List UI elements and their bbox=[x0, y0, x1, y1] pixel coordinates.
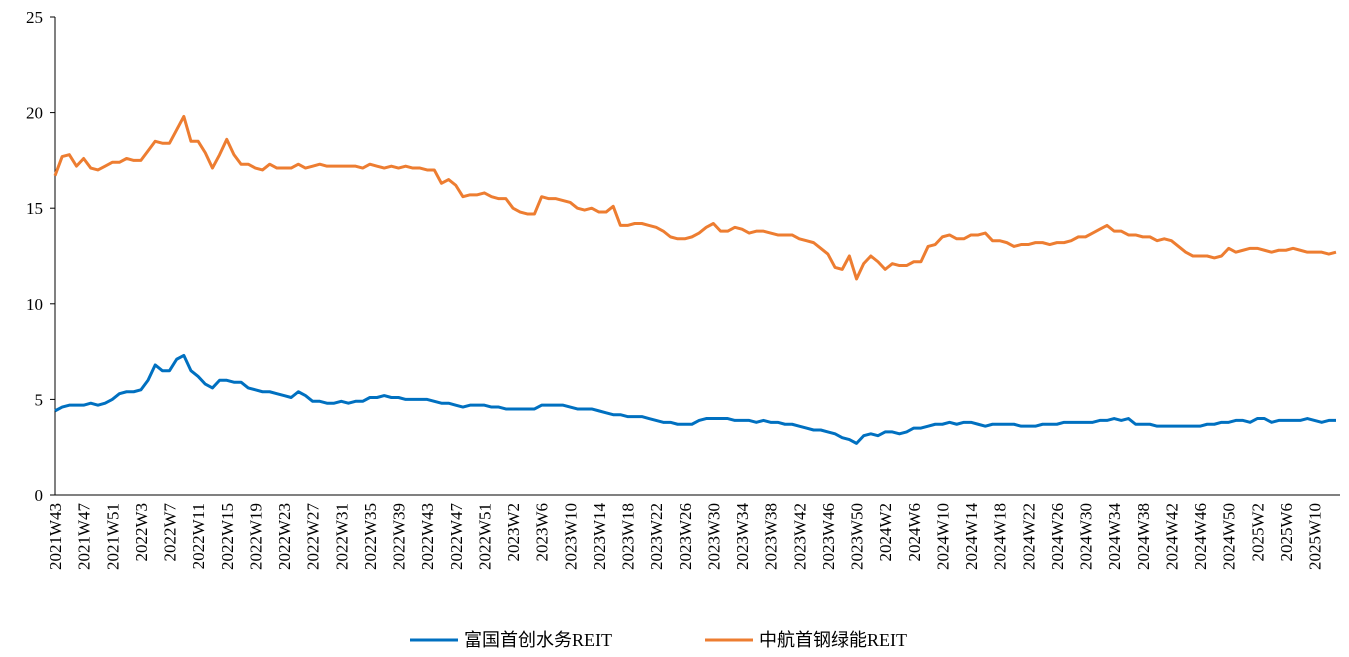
x-tick-label: 2024W46 bbox=[1191, 503, 1210, 570]
x-tick-label: 2024W42 bbox=[1162, 503, 1181, 570]
x-tick-label: 2022W15 bbox=[218, 503, 237, 570]
x-tick-label: 2023W34 bbox=[733, 503, 752, 571]
x-tick-label: 2024W34 bbox=[1105, 503, 1124, 571]
x-tick-label: 2025W10 bbox=[1306, 503, 1325, 570]
x-tick-label: 2024W22 bbox=[1019, 503, 1038, 570]
x-tick-label: 2023W38 bbox=[762, 503, 781, 570]
x-tick-label: 2025W2 bbox=[1248, 503, 1267, 562]
series-line bbox=[54, 353, 1336, 445]
y-tick-label: 20 bbox=[26, 104, 43, 123]
x-tick-label: 2024W18 bbox=[991, 503, 1010, 570]
x-tick-label: 2023W30 bbox=[704, 503, 723, 570]
x-tick-label: 2023W2 bbox=[504, 503, 523, 562]
x-tick-label: 2024W26 bbox=[1048, 503, 1067, 570]
x-tick-label: 2022W43 bbox=[418, 503, 437, 570]
x-tick-label: 2022W27 bbox=[304, 503, 323, 571]
y-tick-label: 15 bbox=[26, 199, 43, 218]
x-tick-label: 2023W18 bbox=[619, 503, 638, 570]
y-tick-label: 10 bbox=[26, 295, 43, 314]
series-line bbox=[53, 114, 1337, 281]
x-tick-label: 2024W50 bbox=[1220, 503, 1239, 570]
legend-label: 富国首创水务REIT bbox=[464, 630, 612, 650]
x-tick-label: 2023W6 bbox=[533, 503, 552, 562]
x-tick-label: 2021W47 bbox=[75, 503, 94, 571]
x-tick-label: 2022W39 bbox=[390, 503, 409, 570]
x-tick-label: 2022W23 bbox=[275, 503, 294, 570]
y-tick-label: 0 bbox=[35, 486, 44, 505]
legend-label: 中航首钢绿能REIT bbox=[759, 630, 907, 650]
x-tick-label: 2021W51 bbox=[103, 503, 122, 570]
y-tick-label: 25 bbox=[26, 8, 43, 27]
x-tick-label: 2024W30 bbox=[1077, 503, 1096, 570]
x-tick-label: 2022W47 bbox=[447, 503, 466, 571]
x-tick-label: 2024W10 bbox=[933, 503, 952, 570]
x-tick-label: 2024W2 bbox=[876, 503, 895, 562]
y-tick-label: 5 bbox=[35, 390, 44, 409]
x-tick-label: 2024W38 bbox=[1134, 503, 1153, 570]
x-tick-label: 2023W22 bbox=[647, 503, 666, 570]
x-tick-label: 2022W35 bbox=[361, 503, 380, 570]
x-tick-label: 2021W43 bbox=[46, 503, 65, 570]
x-tick-label: 2024W14 bbox=[962, 503, 981, 571]
x-tick-label: 2024W6 bbox=[905, 503, 924, 562]
x-tick-label: 2023W26 bbox=[676, 503, 695, 570]
x-tick-label: 2022W11 bbox=[189, 503, 208, 569]
x-tick-label: 2023W10 bbox=[561, 503, 580, 570]
x-tick-label: 2025W6 bbox=[1277, 503, 1296, 562]
x-tick-label: 2022W19 bbox=[246, 503, 265, 570]
x-tick-label: 2022W51 bbox=[475, 503, 494, 570]
x-tick-label: 2023W46 bbox=[819, 503, 838, 570]
x-tick-label: 2023W14 bbox=[590, 503, 609, 571]
x-tick-label: 2022W7 bbox=[161, 503, 180, 562]
x-tick-label: 2022W31 bbox=[332, 503, 351, 570]
x-tick-label: 2023W42 bbox=[790, 503, 809, 570]
x-tick-label: 2023W50 bbox=[848, 503, 867, 570]
x-tick-label: 2022W3 bbox=[132, 503, 151, 562]
